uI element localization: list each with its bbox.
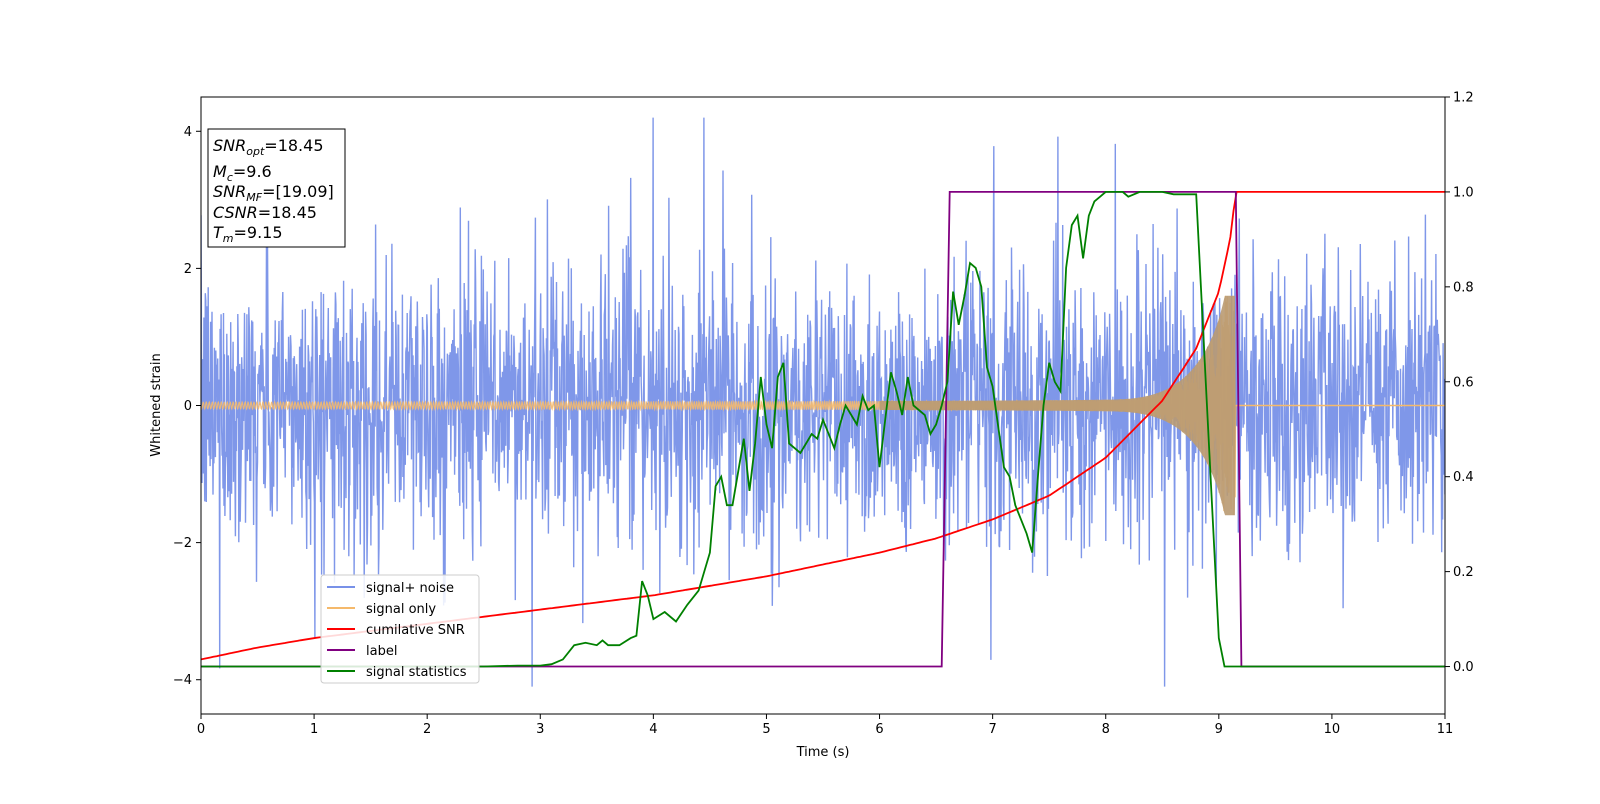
y-tick-label: 4: [184, 125, 192, 140]
x-tick-label: 6: [875, 722, 883, 737]
series-line-signal-statistics: [201, 191, 1445, 668]
legend-label: cumilative SNR: [366, 623, 465, 638]
legend-frame: [320, 574, 480, 684]
info-line: SNRopt=18.45: [213, 136, 324, 158]
info-line: Tm=9.15: [213, 223, 283, 245]
series-layer: [201, 117, 1445, 687]
y2-tick-label: 0.6: [1453, 375, 1474, 390]
x-tick-label: 9: [1215, 722, 1223, 737]
y-tick-label: 0: [184, 399, 192, 414]
info-box-frame: [207, 128, 346, 248]
y2-tick-label: 0.8: [1453, 280, 1474, 295]
x-tick-label: 10: [1324, 722, 1341, 737]
x-tick-label: 5: [762, 722, 770, 737]
info-line: SNRMF=[19.09]: [213, 182, 334, 204]
y2-tick-label: 1.0: [1453, 185, 1474, 200]
legend-label: signal+ noise: [366, 581, 454, 596]
y-axis-left: −4 −2 0 2 4: [173, 125, 201, 688]
info-box: SNRopt=18.45 Mc=9.6SNRMF=[19.09]CSNR=18.4…: [207, 128, 346, 248]
info-line: Mc=9.6: [213, 162, 272, 184]
x-tick-label: 8: [1102, 722, 1110, 737]
legend-label: signal statistics: [366, 665, 467, 680]
y2-tick-label: 0.0: [1453, 660, 1474, 675]
x-axis: 0 1 2 3 4 5 6 7 8 9 10 11: [197, 714, 1453, 737]
y2-tick-label: 0.2: [1453, 565, 1474, 580]
info-line: CSNR=18.45: [213, 203, 317, 222]
legend: signal+ noise signal only cumilative SNR la…: [320, 574, 480, 684]
x-tick-label: 0: [197, 722, 205, 737]
x-tick-label: 11: [1437, 722, 1454, 737]
y-axis-right: 0.0 0.2 0.4 0.6 0.8 1.0 1.2: [1445, 91, 1474, 675]
legend-label: label: [366, 644, 397, 659]
x-tick-label: 3: [536, 722, 544, 737]
y-tick-label: −2: [173, 536, 192, 551]
x-tick-label: 1: [310, 722, 318, 737]
signal-only-envelope: [879, 295, 1236, 516]
legend-label: signal only: [366, 602, 436, 617]
y-axis-label: Whitened strain: [149, 353, 164, 456]
y-tick-label: −4: [173, 673, 192, 688]
x-axis-label: Time (s): [796, 745, 850, 760]
y2-tick-label: 1.2: [1453, 91, 1474, 106]
x-tick-label: 7: [988, 722, 996, 737]
x-tick-label: 2: [423, 722, 431, 737]
x-tick-label: 4: [649, 722, 657, 737]
y-tick-label: 2: [184, 262, 192, 277]
y2-tick-label: 0.4: [1453, 470, 1474, 485]
